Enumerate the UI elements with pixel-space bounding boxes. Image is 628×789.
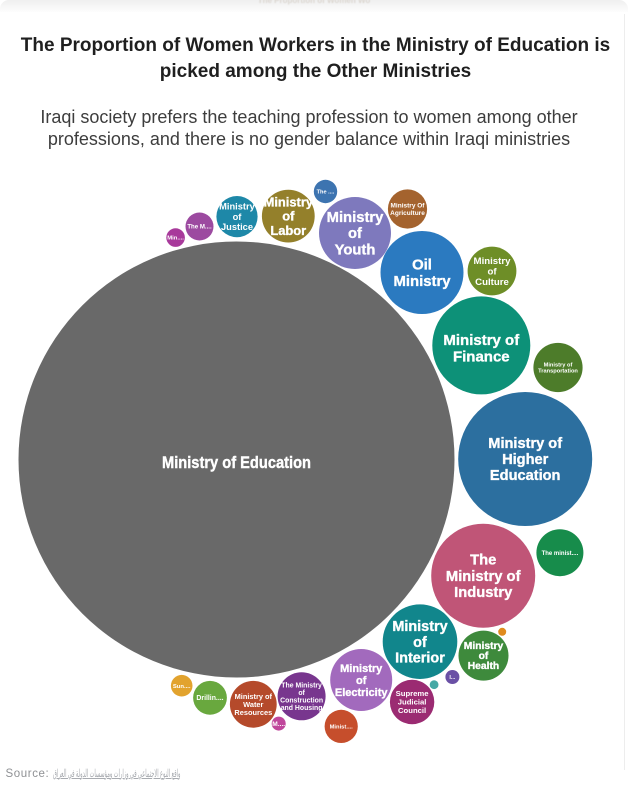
svg-text:Water: Water	[243, 700, 263, 709]
svg-text:Interior: Interior	[395, 651, 445, 667]
svg-text:Ministry: Ministry	[393, 274, 451, 290]
svg-text:Construction: Construction	[280, 698, 323, 705]
svg-text:Ministry of: Ministry of	[488, 436, 562, 452]
svg-text:Oil: Oil	[412, 258, 432, 274]
svg-text:Resources: Resources	[234, 708, 272, 717]
svg-text:Drillin....: Drillin....	[196, 695, 223, 702]
svg-text:Ministry of: Ministry of	[544, 362, 573, 368]
svg-text:Ministry: Ministry	[264, 194, 314, 209]
svg-text:Labor: Labor	[270, 223, 306, 238]
svg-text:of: of	[298, 690, 305, 697]
svg-text:Minist....: Minist....	[330, 724, 354, 730]
svg-text:Ministry of: Ministry of	[235, 692, 273, 701]
svg-text:The minist....: The minist....	[542, 551, 579, 557]
svg-text:of: of	[356, 675, 367, 687]
svg-text:Ministry: Ministry	[340, 663, 383, 675]
svg-text:The ....: The ....	[317, 190, 335, 196]
svg-text:Min....: Min....	[167, 236, 184, 242]
svg-text:Ministry Of: Ministry Of	[391, 203, 426, 210]
svg-text:Electricity: Electricity	[335, 687, 388, 699]
svg-text:of: of	[479, 651, 489, 662]
svg-text:I...: I...	[449, 675, 456, 681]
svg-text:Ministry of: Ministry of	[443, 332, 520, 349]
svg-text:Judicial: Judicial	[398, 698, 427, 707]
svg-text:Youth: Youth	[335, 243, 376, 259]
svg-text:Education: Education	[490, 468, 561, 484]
svg-text:Justice: Justice	[221, 222, 253, 232]
svg-text:Ministry of: Ministry of	[446, 569, 521, 585]
svg-text:The Ministry: The Ministry	[281, 682, 322, 689]
svg-text:Supreme: Supreme	[396, 689, 430, 698]
svg-text:Industry: Industry	[454, 585, 513, 601]
svg-text:Council: Council	[398, 706, 426, 715]
svg-text:Ministry: Ministry	[474, 256, 512, 267]
svg-text:Ministry: Ministry	[392, 619, 447, 635]
svg-text:Ministry: Ministry	[464, 641, 504, 652]
svg-text:Finance: Finance	[453, 348, 510, 365]
svg-text:Ministry: Ministry	[327, 210, 385, 226]
svg-text:of: of	[282, 209, 295, 224]
svg-text:Ministry: Ministry	[219, 202, 255, 212]
svg-text:Culture: Culture	[475, 277, 509, 288]
svg-text:and Housing: and Housing	[281, 705, 323, 712]
svg-text:of: of	[233, 212, 243, 222]
svg-text:Transportation: Transportation	[538, 369, 578, 375]
svg-text:The: The	[470, 553, 496, 569]
svg-text:The M....: The M....	[187, 224, 212, 231]
svg-text:M....: M....	[272, 721, 285, 728]
svg-text:of: of	[413, 635, 427, 651]
svg-text:Ministry of Education: Ministry of Education	[162, 453, 311, 472]
svg-text:of: of	[487, 266, 497, 277]
svg-text:Agriculture: Agriculture	[390, 210, 425, 217]
svg-text:Health: Health	[468, 661, 499, 672]
svg-text:of: of	[348, 226, 362, 242]
svg-text:Sun....: Sun....	[173, 684, 191, 690]
svg-text:Higher: Higher	[502, 452, 549, 468]
